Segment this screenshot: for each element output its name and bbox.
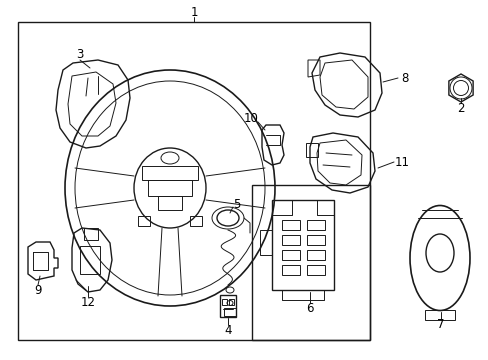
Bar (282, 220, 299, 230)
Bar (282, 235, 299, 245)
Text: 6: 6 (305, 302, 313, 315)
Bar (224, 308, 236, 316)
Text: 8: 8 (401, 72, 408, 85)
Bar (80, 246, 100, 274)
Bar (18, 22, 369, 340)
Text: 12: 12 (81, 296, 95, 309)
Bar (228, 299, 234, 305)
Bar (306, 250, 325, 260)
Text: 3: 3 (76, 49, 83, 62)
Bar (306, 235, 325, 245)
Text: 4: 4 (224, 324, 231, 337)
Text: 9: 9 (34, 284, 41, 297)
Text: 1: 1 (190, 5, 197, 18)
Text: 5: 5 (233, 198, 240, 211)
Text: 10: 10 (243, 112, 258, 125)
Text: 7: 7 (436, 319, 444, 332)
Bar (222, 299, 226, 305)
Bar (306, 265, 325, 275)
Bar (282, 265, 299, 275)
Text: 2: 2 (456, 102, 464, 114)
Bar (306, 220, 325, 230)
Bar (251, 185, 369, 340)
Bar (282, 250, 299, 260)
Bar (220, 295, 236, 317)
Text: 11: 11 (394, 156, 408, 168)
